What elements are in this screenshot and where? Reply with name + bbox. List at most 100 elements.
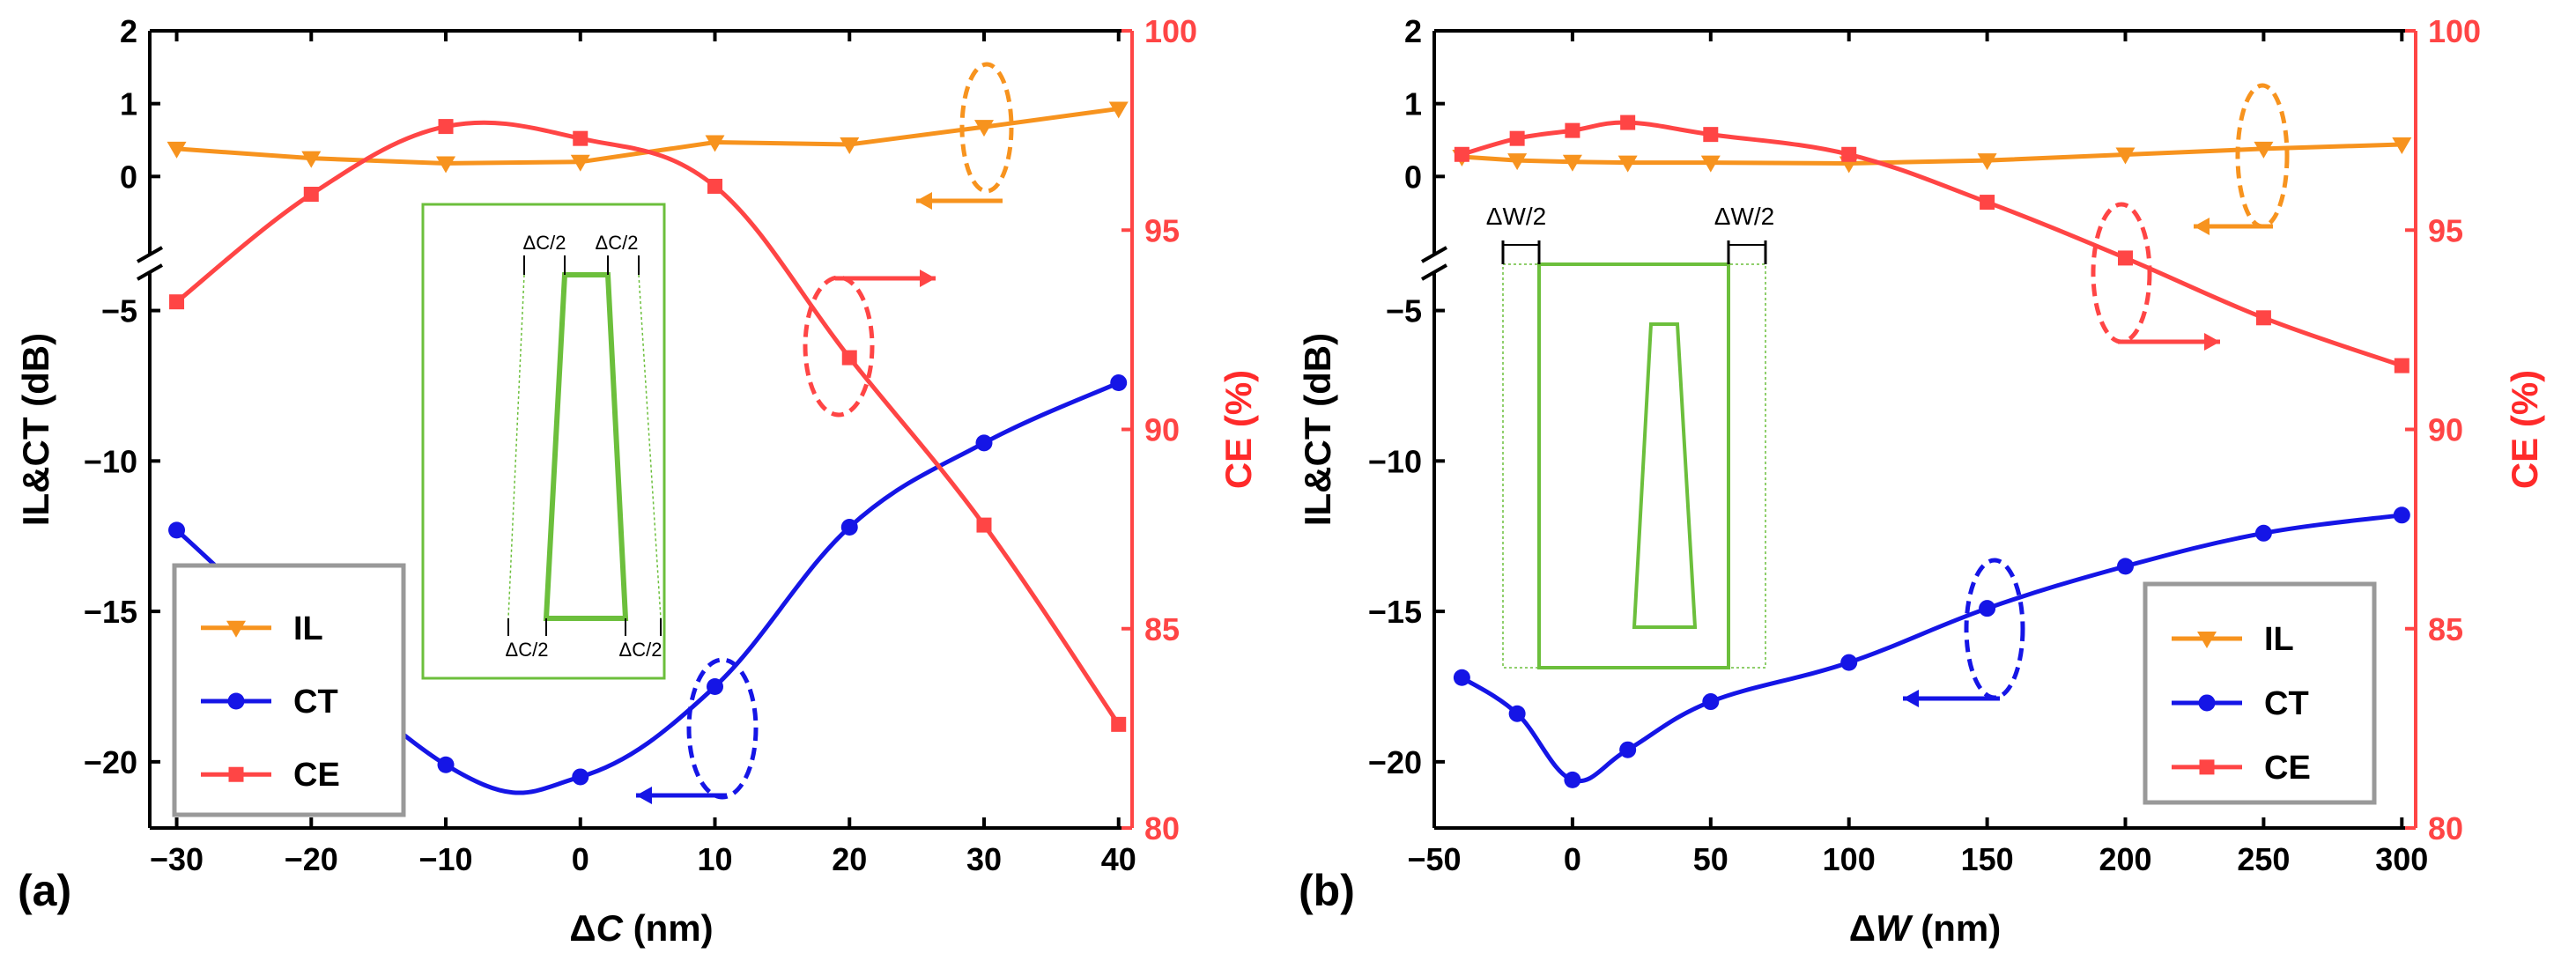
y2-tick-label: 90 [1144,412,1180,448]
data-point-il [2254,141,2274,159]
data-point-ce [438,119,454,135]
il-arrow [916,192,1003,210]
y-axis-title: IL&CT (dB) [15,333,56,526]
x-axis-title-unit: (nm) [1911,907,2002,949]
x-axis-title-variable: C [596,907,624,949]
data-point-il [2392,137,2412,154]
data-point-ce [1111,716,1127,732]
annotations [636,62,1014,804]
x-axis-title-unit: (nm) [623,907,714,949]
data-point-ce [1980,195,1995,211]
data-point-il [1977,153,1997,171]
data-point-il [1617,155,1638,173]
y-tick-label: −15 [1368,594,1422,630]
inset-frame [1537,262,1730,669]
data-point-ce [2118,250,2134,266]
x-tick-label: −10 [418,841,472,877]
y2-tick-label: 85 [2428,611,2463,647]
data-point-il [840,137,860,154]
series-ce [169,119,1127,732]
legend-label-ce: CE [293,757,340,794]
data-point-ce [1841,146,1857,162]
axis-break-mark [137,246,163,263]
y2-axis-title: CE (%) [1218,370,1259,489]
data-point-il [301,151,322,168]
series-ct [1453,506,2410,788]
legend-marker-ce [2199,759,2215,775]
arrow-head [916,192,932,210]
x-tick-label: 200 [2099,841,2151,877]
y-tick-label: 2 [120,13,137,49]
y-tick-label: −20 [1368,744,1422,780]
inset-label: ΔW/2 [1714,203,1774,230]
ce-ellipse [2091,202,2152,344]
data-point-ce [303,187,319,203]
y-tick-label: 2 [1404,13,1422,49]
chart-panel-a: −30 −20 −10 0 10 20 30 40210−5−10−15−2010095908… [15,13,1259,949]
data-point-ct [1840,654,1858,671]
data-point-ce [1620,115,1636,130]
x-tick-label: 150 [1961,841,2014,877]
data-point-ce [976,517,992,533]
inset-label: ΔC/2 [596,232,639,254]
ce-arrow [2118,333,2220,351]
inset-guide [507,274,525,619]
data-point-ct [2117,558,2135,575]
x-tick-label: −20 [285,841,338,877]
series-ce [1454,115,2409,373]
series-il [167,101,1129,174]
x-tick-label: −30 [150,841,204,877]
y2-tick-label: 100 [2428,13,2481,49]
data-point-ct [1508,705,1526,722]
data-point-ct [168,521,186,539]
ce-arrow [835,270,936,287]
y2-tick-label: 100 [1144,13,1197,49]
y2-tick-label: 80 [2428,810,2463,846]
y-tick-label: −15 [84,594,137,630]
y-tick-label: 0 [120,159,137,195]
data-point-il [2115,147,2136,165]
data-point-il [570,154,590,172]
data-point-ce [169,294,185,310]
legend-marker-il [226,620,246,638]
ct-ellipse [1964,558,2025,700]
data-point-ce [573,130,588,146]
inset-diagram: ΔC/2 ΔC/2 ΔC/2 ΔC/2 [421,203,666,680]
data-point-ct [1453,669,1470,686]
arrow-head [2194,218,2210,235]
data-point-il [1108,101,1129,119]
series-line-ct [1461,513,2402,784]
x-tick-label: 10 [697,841,732,877]
arrow-head [2204,333,2220,351]
data-point-ct [572,768,589,786]
legend: IL CT CE [2143,581,2377,805]
legend: IL CT CE [172,563,406,817]
data-point-ct [1110,374,1128,392]
data-point-ce [2394,358,2409,373]
data-point-ct [437,756,455,773]
legend-box [2143,581,2377,805]
x-axis-title-prefix: Δ [569,907,596,949]
axes: −50 0 50 100 150 200 250 300 2 1 0 −5 −10 −15 −20 100 95… [1368,13,2481,877]
x-axis-title-variable: W [1876,907,1913,949]
y-tick-label: −10 [1368,443,1422,479]
series-line-il [1462,142,2402,166]
x-tick-label: 0 [1564,841,1581,877]
x-tick-label: 250 [2237,841,2290,877]
data-point-il [705,135,725,152]
x-tick-label: 40 [1101,841,1136,877]
data-point-ct [1702,693,1720,711]
y2-tick-label: 80 [1144,810,1180,846]
y2-axis-title: CE (%) [2504,370,2545,489]
x-tick-label: 0 [572,841,589,877]
inset-label: ΔC/2 [506,639,549,661]
data-point-il [1507,153,1528,171]
data-point-ce [1565,122,1580,138]
data-point-ce [707,178,723,194]
legend-box [172,563,406,817]
legend-label-il: IL [293,610,323,647]
data-point-ce [1509,130,1525,146]
data-point-ce [1454,146,1469,162]
data-point-ct [1979,600,1996,617]
inset-label: ΔC/2 [619,639,663,661]
